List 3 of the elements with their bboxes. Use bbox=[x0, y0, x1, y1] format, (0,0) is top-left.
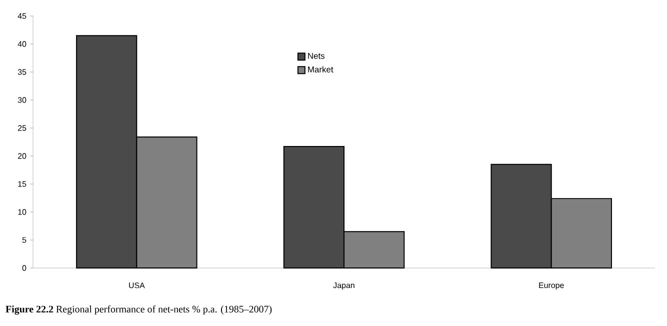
text: Figure 22.2 Regional performance of net-nets % p.a. (1985–2007) bbox=[6, 305, 272, 315]
legend-label: Market bbox=[308, 66, 334, 72]
legend-label: Nets bbox=[308, 52, 325, 59]
